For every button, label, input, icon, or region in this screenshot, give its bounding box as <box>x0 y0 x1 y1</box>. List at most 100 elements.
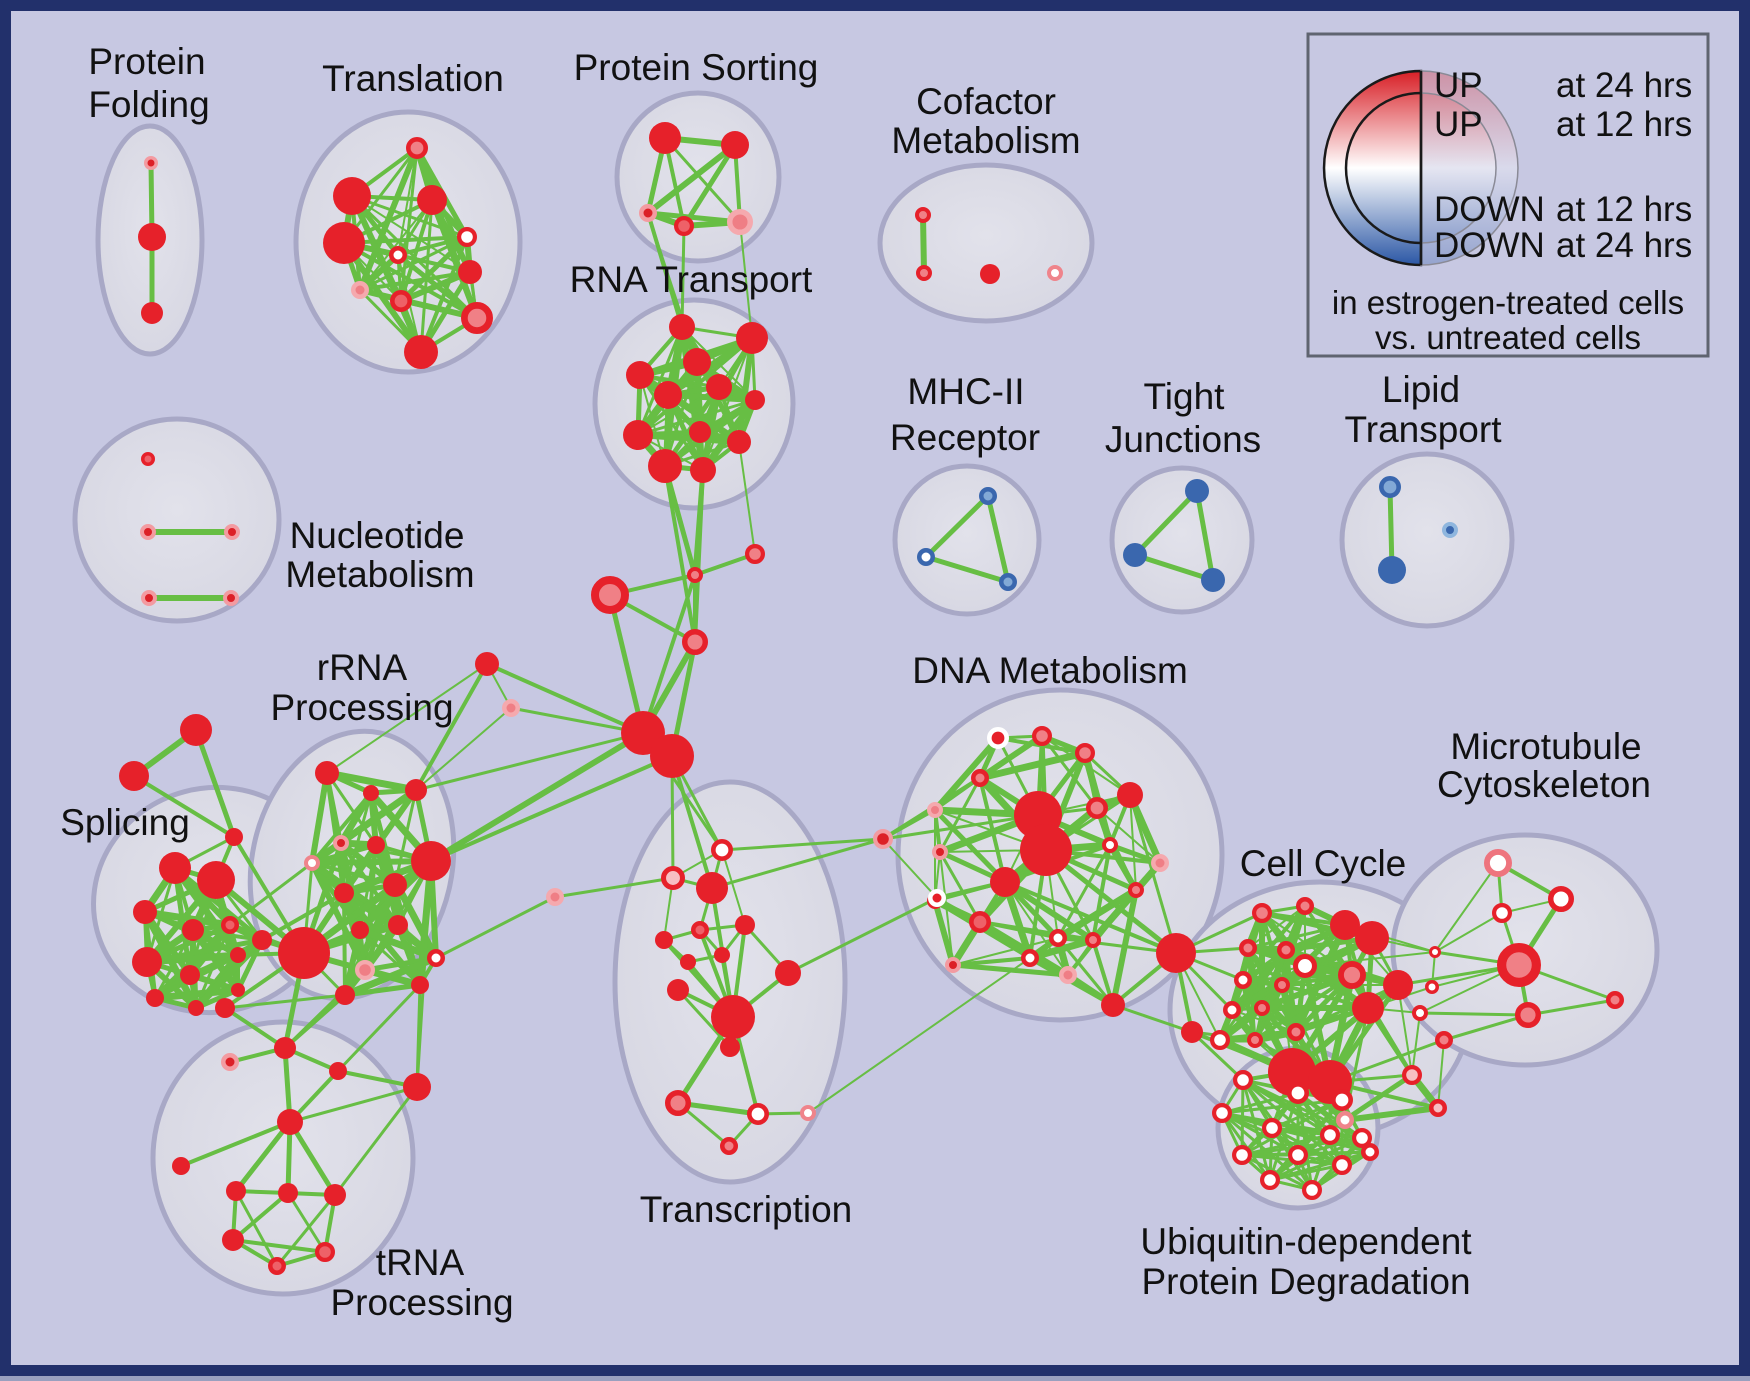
node-tr-9[interactable] <box>667 979 689 1001</box>
node-nm-1[interactable] <box>140 524 156 540</box>
node-br-3[interactable] <box>681 628 708 655</box>
node-lt-1[interactable] <box>1378 556 1406 584</box>
node-dna-6[interactable] <box>1086 796 1109 819</box>
node-tl-10[interactable] <box>404 335 438 369</box>
node-mt-8[interactable] <box>1514 1001 1541 1028</box>
node-br-10[interactable] <box>928 889 946 907</box>
node-br-11[interactable] <box>1156 933 1196 973</box>
node-tn-1[interactable] <box>221 1053 239 1071</box>
node-rr-9[interactable] <box>278 927 330 979</box>
node-tr-13[interactable] <box>746 1103 769 1126</box>
node-ps-2[interactable] <box>639 204 657 222</box>
node-sp-10[interactable] <box>231 983 245 997</box>
node-ub-1[interactable] <box>1287 1082 1310 1105</box>
node-ub-10[interactable] <box>1259 1169 1280 1190</box>
node-tn-0[interactable] <box>215 998 235 1018</box>
node-mt-4[interactable] <box>1496 942 1541 987</box>
node-tr-2[interactable] <box>696 872 728 904</box>
node-rt-0[interactable] <box>669 314 695 340</box>
node-ub-6[interactable] <box>1351 1127 1372 1148</box>
node-dna-0[interactable] <box>986 726 1009 749</box>
node-rt-10[interactable] <box>648 449 682 483</box>
node-cc-1[interactable] <box>1296 897 1314 915</box>
node-rr-5[interactable] <box>367 836 385 854</box>
node-rt-5[interactable] <box>706 374 732 400</box>
node-ub-9[interactable] <box>1331 1154 1352 1175</box>
node-sp-2[interactable] <box>133 900 157 924</box>
node-rt-9[interactable] <box>727 430 751 454</box>
node-dna-11[interactable] <box>990 867 1020 897</box>
node-cc-21[interactable] <box>1429 1099 1447 1117</box>
node-dna-2[interactable] <box>1074 742 1095 763</box>
node-dna-17[interactable] <box>1085 932 1101 948</box>
node-tj-1[interactable] <box>1123 543 1147 567</box>
node-nm-3[interactable] <box>141 590 157 606</box>
node-sp-5[interactable] <box>132 947 162 977</box>
node-rr-10[interactable] <box>351 921 369 939</box>
node-lt-0[interactable] <box>1379 475 1402 498</box>
node-dna-4[interactable] <box>927 802 943 818</box>
node-br-8[interactable] <box>546 888 564 906</box>
node-sp-6[interactable] <box>180 965 200 985</box>
node-tn-11[interactable] <box>315 1241 336 1262</box>
node-cc-9[interactable] <box>1223 1001 1241 1019</box>
node-cc-18[interactable] <box>1352 992 1384 1024</box>
node-ub-7[interactable] <box>1231 1144 1252 1165</box>
node-br-7[interactable] <box>502 699 520 717</box>
node-dna-3[interactable] <box>971 769 989 787</box>
node-br-5[interactable] <box>650 734 694 778</box>
node-rr-0[interactable] <box>315 761 339 785</box>
node-ub-11[interactable] <box>1301 1179 1322 1200</box>
node-ub-0[interactable] <box>1232 1069 1253 1090</box>
node-br-1[interactable] <box>744 543 765 564</box>
node-tl-8[interactable] <box>389 289 412 312</box>
node-mt-1[interactable] <box>1547 885 1574 912</box>
node-cc-8[interactable] <box>1274 977 1290 993</box>
node-cc-3[interactable] <box>1355 921 1389 955</box>
node-dna-13[interactable] <box>1128 882 1144 898</box>
node-rt-3[interactable] <box>683 348 711 376</box>
node-ps-4[interactable] <box>726 208 753 235</box>
node-br-0[interactable] <box>687 567 703 583</box>
node-cc-13[interactable] <box>1209 1029 1230 1050</box>
node-ub-5[interactable] <box>1319 1124 1340 1145</box>
node-cc-11[interactable] <box>1293 954 1318 979</box>
node-ps-0[interactable] <box>649 122 681 154</box>
node-tr-0[interactable] <box>710 838 733 861</box>
node-cc-19[interactable] <box>1336 1111 1354 1129</box>
node-pf-1[interactable] <box>138 223 166 251</box>
node-rr-2[interactable] <box>405 779 427 801</box>
node-mhc-1[interactable] <box>917 548 935 566</box>
node-rr-8[interactable] <box>411 841 451 881</box>
node-rt-4[interactable] <box>654 381 682 409</box>
node-sp-4[interactable] <box>221 916 239 934</box>
node-cc-14[interactable] <box>1247 1032 1263 1048</box>
node-tn-8[interactable] <box>278 1183 298 1203</box>
node-rt-6[interactable] <box>745 390 765 410</box>
node-tr-5[interactable] <box>735 915 755 935</box>
node-tl-1[interactable] <box>333 177 371 215</box>
node-cc-0[interactable] <box>1251 902 1272 923</box>
node-dna-5[interactable] <box>1117 782 1143 808</box>
node-cf-0[interactable] <box>915 207 931 223</box>
node-tr-14[interactable] <box>800 1105 816 1121</box>
node-tri-0[interactable] <box>180 714 212 746</box>
node-lt-2[interactable] <box>1442 522 1458 538</box>
node-mt-7[interactable] <box>1435 1031 1453 1049</box>
node-br-6[interactable] <box>475 652 499 676</box>
node-tr-7[interactable] <box>714 947 730 963</box>
node-tl-2[interactable] <box>417 185 447 215</box>
node-nm-4[interactable] <box>223 590 239 606</box>
node-dna-20[interactable] <box>945 957 961 973</box>
node-rt-11[interactable] <box>690 457 716 483</box>
node-cc-2[interactable] <box>1330 910 1360 940</box>
node-mt-9[interactable] <box>1606 991 1624 1009</box>
node-rr-12[interactable] <box>427 949 445 967</box>
node-tl-9[interactable] <box>460 301 493 334</box>
node-mt-3[interactable] <box>1429 946 1441 958</box>
node-rt-2[interactable] <box>626 361 654 389</box>
node-tl-0[interactable] <box>405 136 428 159</box>
node-rr-11[interactable] <box>388 915 408 935</box>
node-tj-2[interactable] <box>1201 568 1225 592</box>
node-sp-3[interactable] <box>182 919 204 941</box>
